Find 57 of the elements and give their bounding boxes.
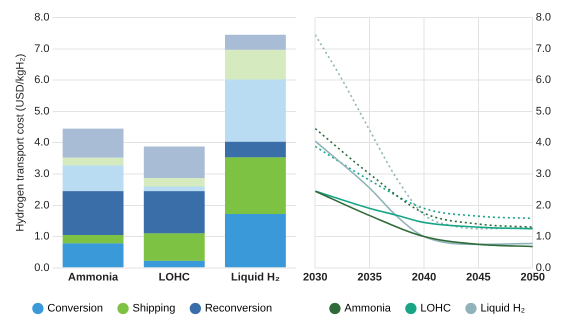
bar [144, 233, 205, 261]
y2-tick-label: 0.0 [536, 262, 552, 274]
bar [62, 234, 124, 244]
y2-tick-label: 1.0 [536, 230, 552, 243]
x-tick-label: 2030 [302, 271, 328, 284]
legend-label: Reconversion [204, 302, 272, 315]
x-tick-label: 2050 [520, 271, 545, 284]
bar [144, 260, 205, 268]
bar [224, 142, 286, 158]
y-tick-label: 1.0 [34, 230, 50, 243]
y-tick-label: 5.0 [34, 105, 50, 118]
y-tick-label: 3.0 [34, 168, 50, 180]
y-tick-label: 2.0 [34, 199, 50, 212]
y2-tick-label: 7.0 [536, 42, 552, 55]
x-tick-label: 2040 [412, 271, 436, 284]
line-series [315, 128, 533, 228]
y-tick-label: 4.0 [34, 136, 50, 149]
bar [62, 128, 124, 158]
x-tick-label: Ammonia [68, 271, 120, 284]
line-series [315, 34, 533, 230]
y2-tick-label: 2.0 [536, 199, 552, 212]
legend-label: Ammonia [344, 302, 392, 315]
line-series [315, 190, 533, 248]
bar [224, 50, 286, 80]
bar [144, 178, 205, 186]
y2-tick-label: 4.0 [536, 136, 552, 149]
y-axis-title: Hydrogen transport cost (USD/kgH₂) [14, 54, 27, 232]
y2-tick-label: 6.0 [536, 74, 552, 86]
y-tick-label: 7.0 [34, 42, 50, 55]
y-tick-label: 8.0 [34, 12, 50, 24]
bar [144, 146, 205, 178]
x-tick-label: LOHC [158, 271, 190, 284]
bar [224, 80, 286, 142]
bar [224, 157, 286, 214]
y2-tick-label: 8.0 [536, 12, 552, 24]
bar [62, 191, 124, 235]
bar [224, 214, 286, 268]
legend-label: Shipping [132, 302, 176, 315]
y-tick-label: 6.0 [34, 74, 50, 86]
y-tick-label: 0.0 [34, 262, 50, 274]
legend-label: LOHC [420, 302, 452, 315]
bar [144, 191, 205, 234]
line-series [315, 190, 533, 230]
bar [62, 243, 124, 268]
bar [224, 34, 286, 50]
line-series [315, 146, 533, 220]
bar [144, 186, 205, 192]
x-tick-label: 2045 [466, 271, 491, 284]
y2-tick-label: 5.0 [536, 105, 552, 118]
x-tick-label: 2035 [357, 271, 382, 284]
bar [62, 166, 124, 192]
line-series [315, 140, 533, 246]
legend-label: Liquid H₂ [480, 302, 526, 315]
bar [62, 158, 124, 166]
y2-tick-label: 3.0 [536, 168, 552, 180]
legend-label: Conversion [47, 302, 104, 315]
x-tick-label: Liquid H₂ [230, 271, 280, 284]
